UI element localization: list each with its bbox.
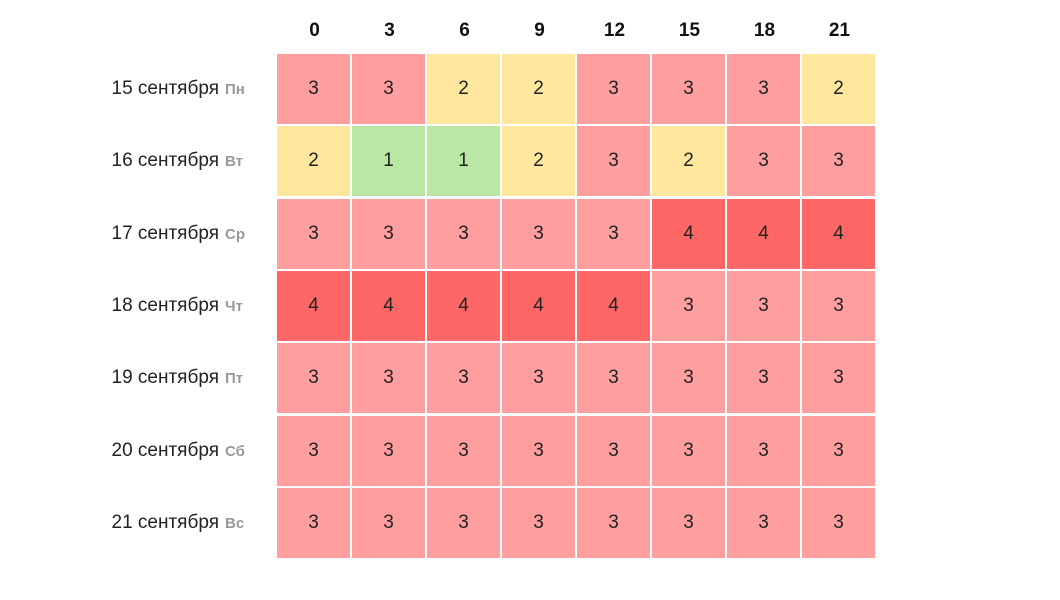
heatmap-cell: 3	[502, 415, 575, 486]
heatmap-cell: 3	[802, 487, 875, 558]
date-label: 20 сентября	[111, 439, 220, 461]
heatmap-cell: 3	[577, 415, 650, 486]
row-label: 17 сентября Ср	[60, 222, 255, 245]
heatmap-cell: 3	[277, 487, 350, 558]
heatmap-cell: 3	[427, 198, 500, 269]
heatmap-cell: 2	[502, 54, 575, 124]
column-header: 9	[534, 20, 545, 41]
row-label: 21 сентября Вс	[60, 511, 255, 534]
heatmap-cell: 3	[352, 343, 425, 414]
heatmap-cell: 3	[502, 487, 575, 558]
heatmap-cell: 3	[652, 487, 725, 558]
heatmap-cell: 3	[727, 487, 800, 558]
column-header: 0	[309, 20, 320, 41]
heatmap-cell: 3	[352, 415, 425, 486]
row-label: 19 сентября Пт	[60, 368, 255, 389]
heatmap-cell: 3	[652, 343, 725, 414]
heatmap-cell: 3	[577, 487, 650, 558]
heatmap-cell: 4	[277, 270, 350, 341]
heatmap-cell: 3	[802, 415, 875, 486]
heatmap-cell: 3	[652, 270, 725, 341]
weekday-label: Вт	[225, 153, 243, 171]
weekday-label: Сб	[225, 442, 245, 460]
column-header: 6	[459, 20, 470, 41]
row-label: 18 сентября Чт	[60, 294, 255, 317]
heatmap-cell: 3	[577, 54, 650, 124]
date-label: 21 сентября	[111, 511, 220, 533]
heatmap-cell: 2	[277, 126, 350, 197]
heatmap-cell: 3	[727, 415, 800, 486]
date-label: 18 сентября	[111, 294, 220, 316]
heatmap-cell: 3	[352, 198, 425, 269]
heatmap-cell: 4	[727, 198, 800, 269]
heatmap-cell: 3	[577, 126, 650, 197]
heatmap-cell: 1	[352, 126, 425, 197]
row-label: 16 сентября Вт	[60, 151, 255, 172]
date-label: 19 сентября	[111, 367, 220, 389]
heatmap-cell: 3	[577, 343, 650, 414]
heatmap-cell: 3	[727, 270, 800, 341]
heatmap-cell: 3	[427, 487, 500, 558]
heatmap-cell: 3	[727, 343, 800, 414]
column-header: 15	[678, 20, 701, 41]
heatmap-cell: 2	[802, 54, 875, 124]
heatmap-cell: 1	[427, 126, 500, 197]
heatmap-cell: 4	[502, 270, 575, 341]
heatmap-cell: 2	[652, 126, 725, 197]
column-header: 12	[603, 20, 626, 41]
heatmap-cell: 3	[652, 415, 725, 486]
weekday-label: Ср	[225, 225, 245, 243]
column-header: 3	[384, 20, 395, 41]
date-label: 15 сентября	[111, 78, 220, 99]
heatmap-cell: 3	[502, 343, 575, 414]
date-label: 17 сентября	[111, 222, 220, 244]
heatmap-cell: 3	[427, 343, 500, 414]
heatmap-cell: 2	[502, 126, 575, 197]
heatmap-cell: 4	[352, 270, 425, 341]
heatmap-cell: 3	[727, 54, 800, 124]
row-label: 15 сентября Пн	[60, 79, 255, 100]
heatmap-cell: 3	[802, 126, 875, 197]
heatmap-cell: 4	[427, 270, 500, 341]
heatmap-cell: 3	[277, 415, 350, 486]
heatmap-cell: 3	[577, 198, 650, 269]
heatmap-cell: 3	[502, 198, 575, 269]
heatmap-cell: 3	[277, 54, 350, 124]
heatmap-cell: 4	[577, 270, 650, 341]
heatmap-cell: 3	[352, 54, 425, 124]
heatmap-cell: 3	[427, 415, 500, 486]
column-header: 21	[828, 20, 851, 41]
weekday-label: Пн	[225, 81, 245, 98]
heatmap-cell: 3	[802, 270, 875, 341]
heatmap-cell: 3	[277, 343, 350, 414]
heatmap-cell: 4	[802, 198, 875, 269]
heatmap-cell: 3	[652, 54, 725, 124]
heatmap-cell: 3	[277, 198, 350, 269]
heatmap-cell: 3	[802, 343, 875, 414]
weekday-label: Чт	[225, 297, 243, 315]
weekday-label: Вс	[225, 514, 245, 532]
row-label: 20 сентября Сб	[60, 439, 255, 462]
date-label: 16 сентября	[111, 150, 220, 172]
heatmap-cell: 4	[652, 198, 725, 269]
heatmap-cell: 3	[727, 126, 800, 197]
heatmap-cell: 3	[352, 487, 425, 558]
weekday-label: Пт	[225, 370, 244, 388]
column-header: 18	[753, 20, 776, 41]
heatmap-cell: 2	[427, 54, 500, 124]
